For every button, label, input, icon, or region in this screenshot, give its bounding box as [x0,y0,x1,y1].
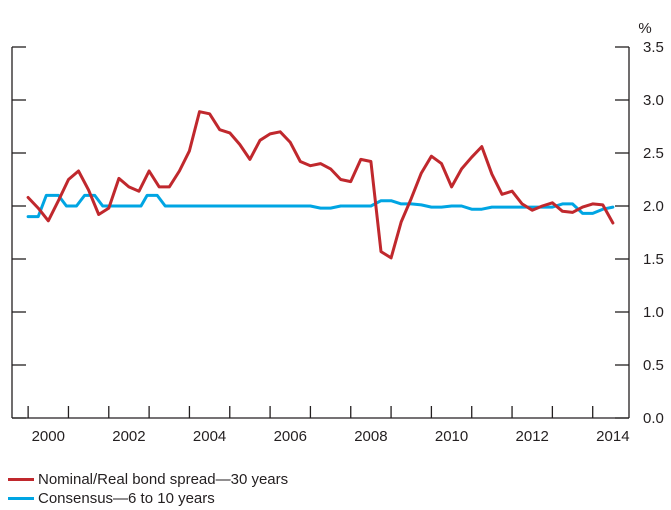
legend-label-nominal-real-spread: Nominal/Real bond spread—30 years [38,471,289,488]
y-tick-label: 0.5 [643,357,664,374]
chart-legend: Nominal/Real bond spread—30 years Consen… [8,470,288,508]
x-tick-label: 2012 [516,428,549,445]
x-axis-ticks: 2000 2002 2004 2006 2008 2010 2012 2014 [27,406,630,445]
legend-label-consensus: Consensus—6 to 10 years [38,490,215,507]
legend-item-nominal-real-spread: Nominal/Real bond spread—30 years [8,470,288,489]
y-tick-label: 1.5 [643,251,664,268]
legend-swatch-consensus [8,497,34,500]
y-axis-unit-label: % [638,20,651,37]
y-tick-label: 0.0 [643,410,664,427]
y-tick-label: 2.0 [643,198,664,215]
y-tick-label: 1.0 [643,304,664,321]
legend-item-consensus: Consensus—6 to 10 years [8,489,288,508]
x-tick-label: 2014 [596,428,629,445]
y-axis-ticks: 0.0 0.5 1.0 1.5 2.0 2.5 3.0 3.5 [12,39,664,427]
x-tick-label: 2010 [435,428,468,445]
series-line-nominal-real-spread [26,110,615,260]
x-tick-label: 2006 [274,428,307,445]
y-tick-label: 3.5 [643,39,664,56]
y-tick-label: 3.0 [643,92,664,109]
series-lines [26,110,615,260]
y-tick-label: 2.5 [643,145,664,162]
x-tick-label: 2002 [112,428,145,445]
legend-swatch-nominal-real-spread [8,478,34,481]
x-tick-label: 2004 [193,428,226,445]
chart-axes [11,47,630,419]
x-tick-label: 2008 [354,428,387,445]
x-tick-label: 2000 [32,428,65,445]
line-chart: 0.00.51.01.52.02.53.03.5 2000 2002 2004 200… [11,20,664,445]
